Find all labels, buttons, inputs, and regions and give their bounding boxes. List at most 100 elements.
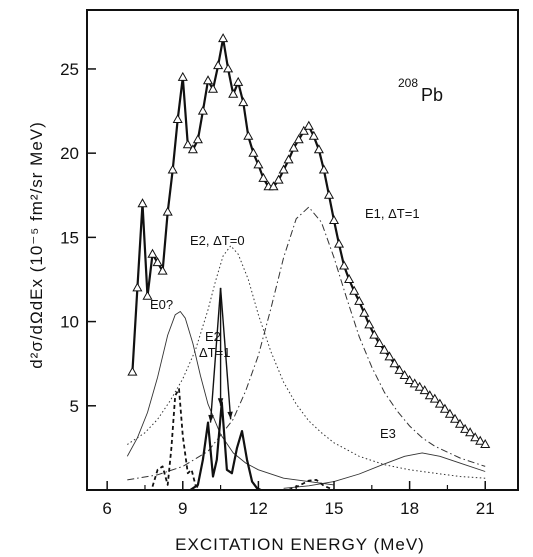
data-point-triangle — [303, 120, 314, 130]
y-axis-title: d²σ/dΩdEx (10⁻⁵ fm²/sr MeV) — [27, 121, 46, 369]
data-point-triangle — [273, 174, 284, 184]
data-point-triangle — [233, 76, 244, 86]
data-point-triangle — [328, 214, 340, 224]
nucleus-element: Pb — [421, 85, 443, 105]
data-point-triangle — [449, 413, 461, 423]
data-point-triangle — [127, 366, 138, 376]
data-point-triangle — [162, 206, 173, 216]
nucleus-mass-number: 208 — [398, 76, 418, 90]
tick-labels: 6 9 12 15 18 21 5 10 15 20 25 — [60, 60, 495, 518]
data-markers-layer — [127, 33, 491, 448]
data-point-triangle — [142, 290, 153, 300]
data-point-triangle — [409, 378, 420, 388]
data-point-triangle — [197, 105, 208, 115]
series-line-2 — [127, 206, 486, 481]
data-point-triangle — [293, 134, 304, 144]
data-point-triangle — [460, 423, 471, 433]
y-tick-label-5: 5 — [70, 397, 79, 416]
data-point-triangle — [444, 408, 455, 418]
data-point-triangle — [202, 75, 214, 85]
data-point-triangle — [475, 435, 486, 445]
x-tick-label-9: 9 — [178, 499, 187, 518]
data-point-triangle — [313, 144, 324, 154]
x-tick-label-6: 6 — [102, 499, 111, 518]
data-point-triangle — [147, 248, 158, 258]
data-point-triangle — [389, 358, 400, 368]
data-point-triangle — [454, 418, 466, 428]
data-point-triangle — [268, 181, 279, 191]
data-point-triangle — [223, 63, 234, 73]
series-line-4 — [283, 452, 486, 489]
data-point-triangle — [394, 364, 405, 374]
data-point-triangle — [132, 282, 143, 292]
data-point-triangle — [238, 97, 249, 107]
data-point-triangle — [339, 260, 350, 270]
x-tick-label-21: 21 — [476, 499, 495, 518]
data-point-triangle — [283, 154, 294, 164]
series-line-6-b — [288, 479, 335, 491]
data-point-triangle — [354, 295, 365, 305]
data-point-triangle — [379, 344, 390, 354]
data-point-triangle — [172, 113, 183, 123]
data-point-triangle — [207, 83, 219, 93]
label-e0: E0? — [150, 297, 173, 312]
data-point-triangle — [344, 273, 355, 283]
y-tick-label-25: 25 — [60, 60, 79, 79]
data-point-triangle — [429, 393, 440, 403]
data-point-triangle — [218, 33, 229, 43]
label-e2-isovector: E2 — [205, 329, 221, 344]
data-point-triangle — [182, 139, 193, 149]
data-point-triangle — [364, 319, 375, 329]
annotation-arrow-shaft-2 — [219, 287, 232, 420]
data-point-triangle — [192, 134, 203, 144]
data-point-triangle — [470, 432, 481, 442]
data-point-triangle — [323, 189, 335, 199]
x-tick-label-18: 18 — [400, 499, 419, 518]
annotation-arrow-head-0 — [208, 414, 214, 423]
data-point-triangle — [419, 385, 430, 395]
data-point-triangle — [439, 403, 450, 413]
axis-ticks — [87, 68, 486, 490]
data-point-triangle — [414, 381, 425, 391]
data-point-triangle — [369, 329, 380, 339]
data-point-triangle — [167, 164, 178, 174]
x-tick-label-15: 15 — [325, 499, 344, 518]
plot-frame — [86, 9, 519, 491]
data-point-triangle — [318, 164, 329, 174]
y-tick-label-10: 10 — [60, 313, 79, 332]
annotation-arrow-head-1 — [217, 398, 224, 406]
data-point-triangle — [152, 257, 163, 267]
data-point-triangle — [308, 130, 319, 140]
data-point-triangle — [177, 71, 188, 81]
data-point-triangle — [157, 265, 168, 275]
data-point-triangle — [399, 369, 410, 379]
x-axis-title: EXCITATION ENERGY (MeV) — [175, 535, 425, 554]
data-point-triangle — [434, 398, 445, 408]
y-tick-label-15: 15 — [60, 228, 79, 247]
series-line-1 — [127, 245, 486, 479]
data-point-triangle — [298, 125, 309, 135]
annotation-arrow-shaft-0 — [209, 287, 222, 423]
data-point-triangle — [424, 390, 435, 400]
data-point-triangle — [248, 147, 259, 157]
label-e1-dt1: E1, ΔT=1 — [365, 206, 420, 221]
series-line-6 — [151, 388, 202, 491]
data-point-triangle — [187, 144, 198, 154]
data-point-triangle — [465, 427, 476, 437]
series-line-3 — [126, 311, 335, 486]
curves-layer — [126, 37, 486, 492]
data-point-triangle — [228, 88, 239, 98]
series-line-5 — [189, 401, 262, 492]
data-point-triangle — [480, 438, 491, 448]
data-point-triangle — [258, 172, 269, 182]
label-e2-isovector-dt: ΔT=1 — [199, 345, 230, 360]
x-tick-label-12: 12 — [249, 499, 268, 518]
data-point-triangle — [404, 374, 415, 384]
label-e3: E3 — [380, 426, 396, 441]
data-point-triangle — [359, 307, 370, 317]
data-point-triangle — [213, 60, 224, 70]
y-tick-label-20: 20 — [60, 144, 79, 163]
data-point-triangle — [384, 351, 395, 361]
annotation-arrow-head-2 — [227, 411, 233, 420]
